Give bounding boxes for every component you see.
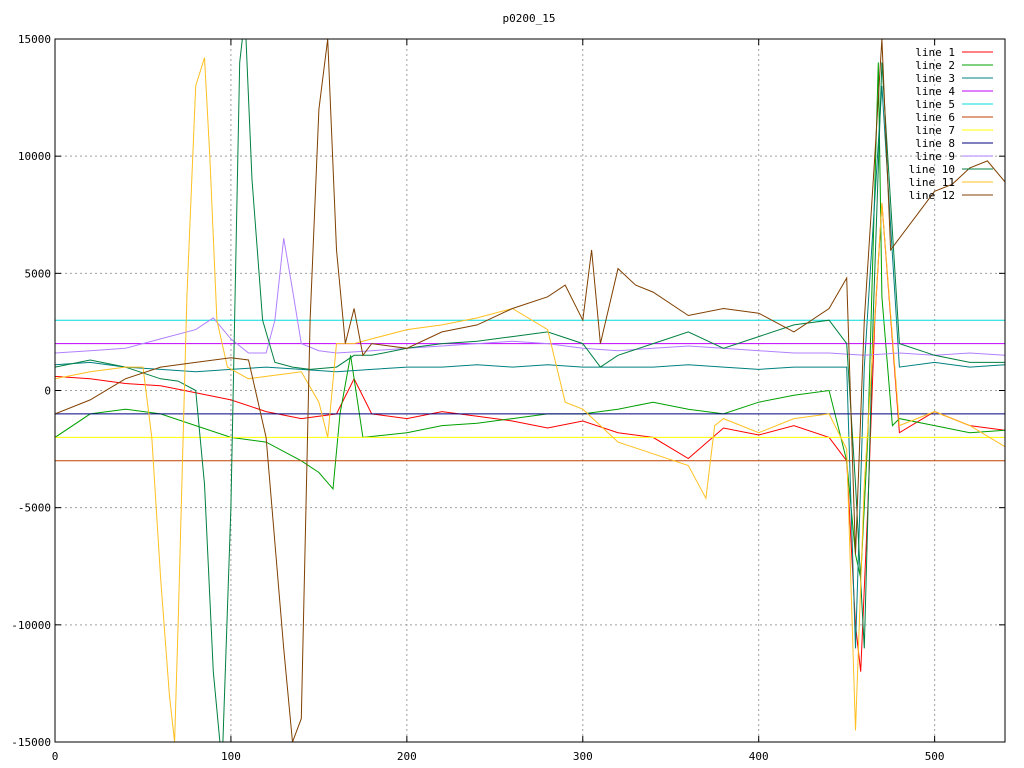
series-line-10 <box>55 39 1005 742</box>
x-tick-label: 400 <box>749 750 769 763</box>
y-tick-label: 15000 <box>18 33 51 46</box>
y-tick-label: 0 <box>44 385 51 398</box>
y-tick-label: -15000 <box>11 736 51 749</box>
x-tick-label: 500 <box>925 750 945 763</box>
series-line-9 <box>55 238 1005 356</box>
legend-label: line 11 <box>909 176 955 189</box>
chart-title: p0200_15 <box>503 12 556 25</box>
legend-label: line 5 <box>915 98 955 111</box>
series-group <box>55 39 1005 742</box>
y-tick-label: -5000 <box>18 502 51 515</box>
x-tick-label: 200 <box>397 750 417 763</box>
series-line-12 <box>55 39 1005 742</box>
series-line-11 <box>55 57 1005 742</box>
y-tick-label: -10000 <box>11 619 51 632</box>
axis-ticks: 0 100 200 300 400 500 -15000 -10000 -5000 0 5000 10… <box>11 33 1005 763</box>
legend-label: line 12 <box>909 189 955 202</box>
y-tick-label: 10000 <box>18 150 51 163</box>
legend-label: line 9 <box>915 150 955 163</box>
y-tick-label: 5000 <box>25 267 52 280</box>
grid-lines <box>55 39 1005 742</box>
legend-label: line 6 <box>915 111 955 124</box>
legend-label: line 2 <box>915 59 955 72</box>
x-tick-label: 100 <box>221 750 241 763</box>
legend-label: line 1 <box>915 46 955 59</box>
legend-label: line 8 <box>915 137 955 150</box>
legend-label: line 7 <box>915 124 955 137</box>
x-tick-label: 0 <box>52 750 59 763</box>
legend-label: line 10 <box>909 163 955 176</box>
legend-label: line 4 <box>915 85 955 98</box>
x-tick-label: 300 <box>573 750 593 763</box>
legend-label: line 3 <box>915 72 955 85</box>
